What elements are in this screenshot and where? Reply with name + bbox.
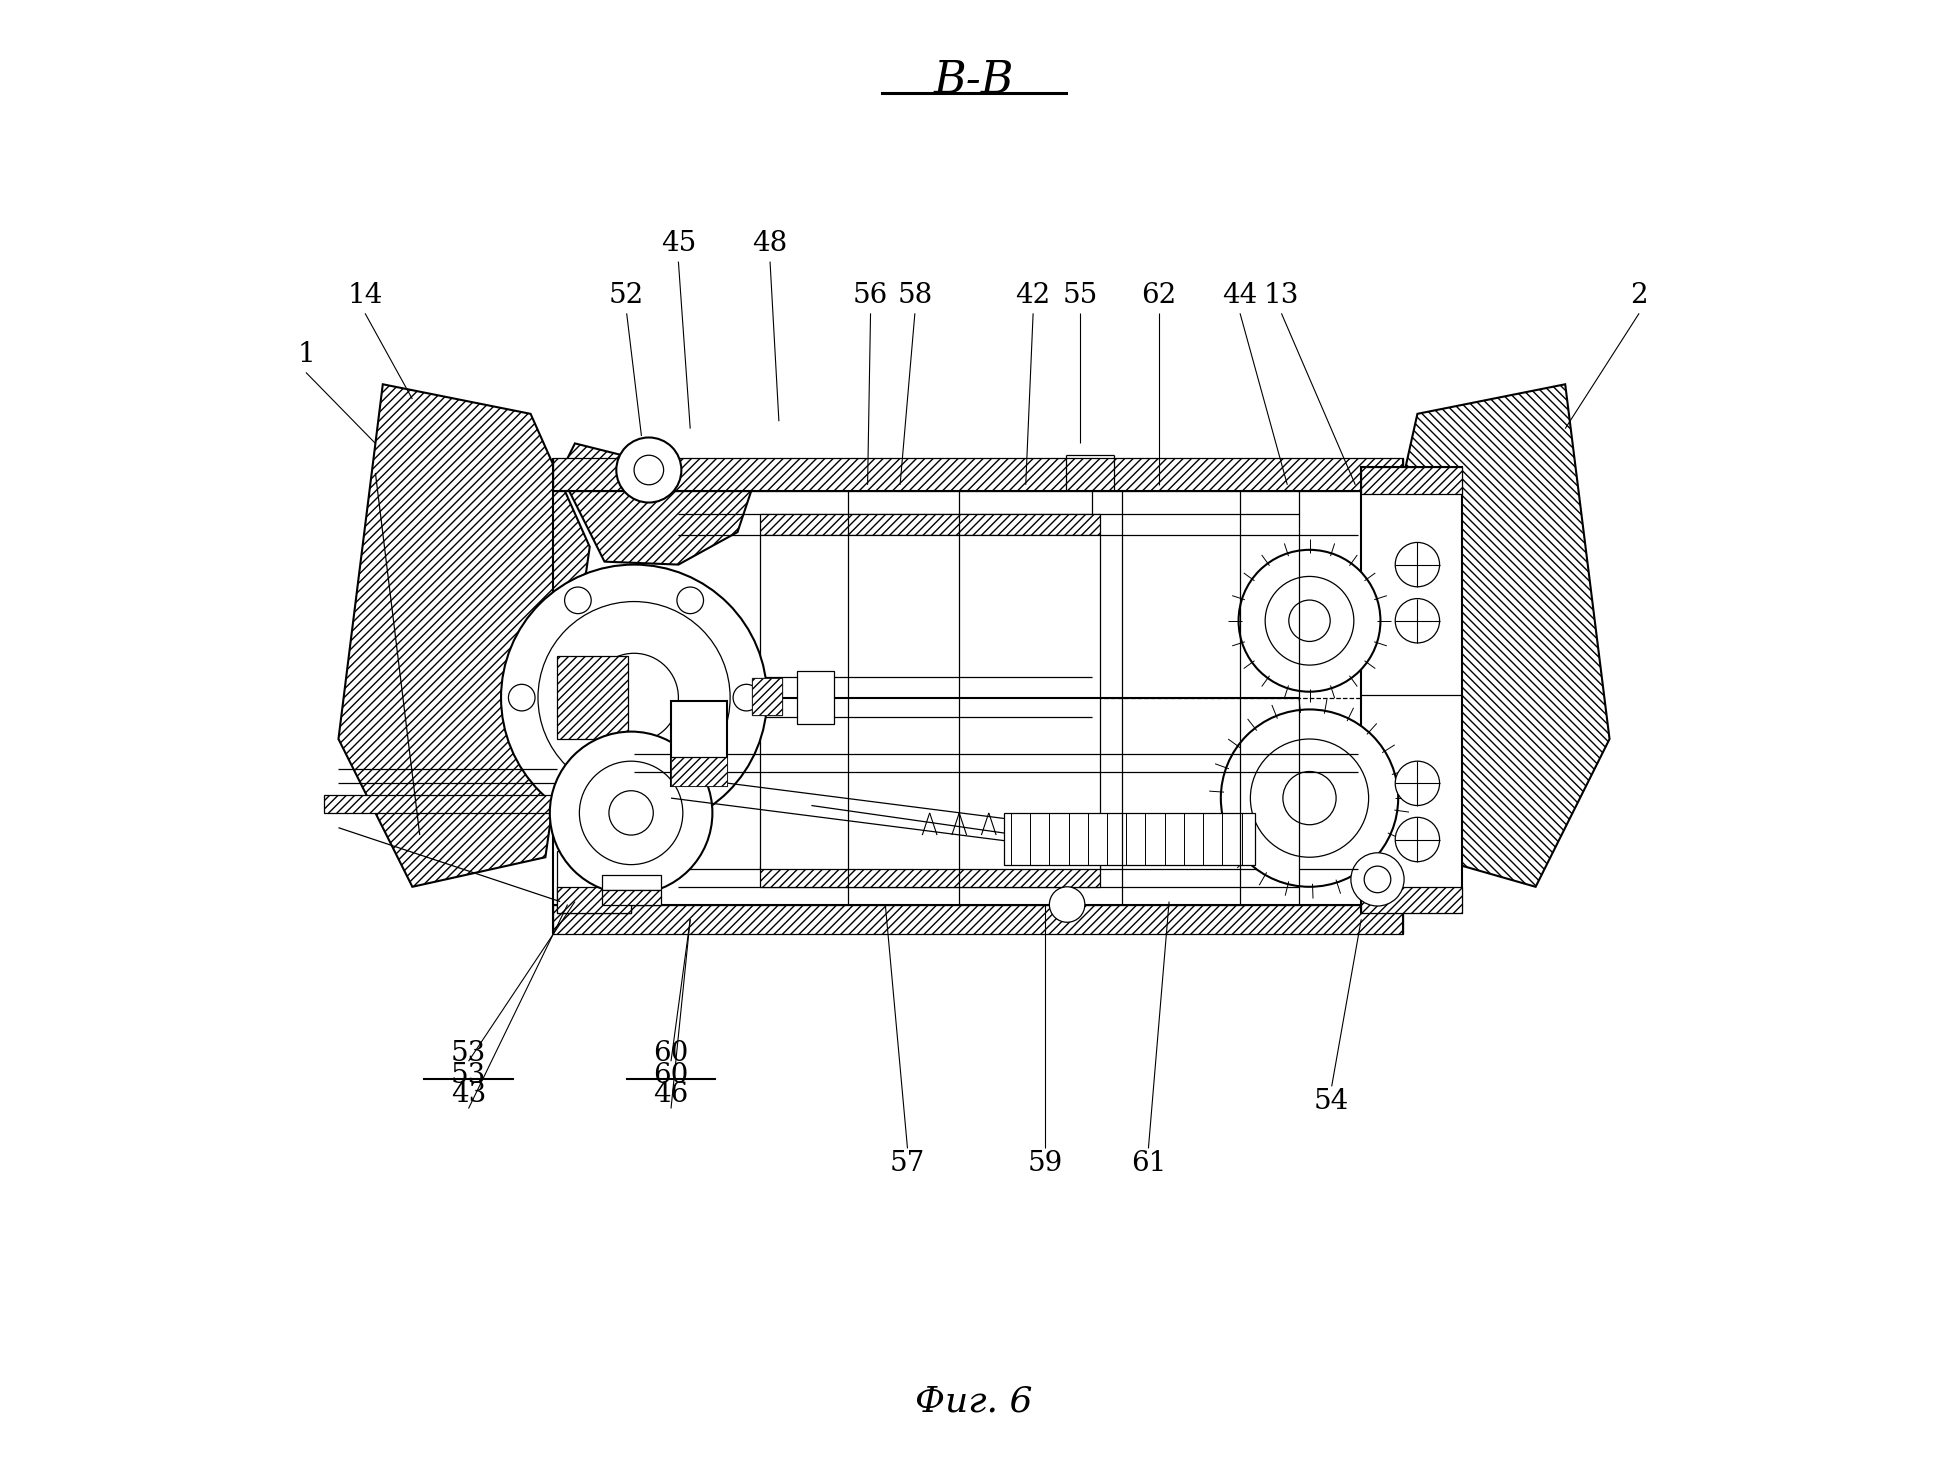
Circle shape	[1395, 817, 1440, 862]
Text: Фиг. 6: Фиг. 6	[916, 1385, 1032, 1419]
Circle shape	[579, 761, 684, 865]
Text: 48: 48	[752, 231, 787, 257]
Circle shape	[732, 684, 760, 711]
Bar	[323, 795, 561, 813]
Polygon shape	[1387, 384, 1609, 887]
Bar	[1362, 467, 1461, 494]
Text: 58: 58	[898, 282, 933, 309]
Circle shape	[1395, 542, 1440, 587]
Bar	[557, 656, 627, 739]
Circle shape	[676, 782, 703, 808]
Text: 43: 43	[450, 1082, 487, 1108]
Text: 42: 42	[1015, 282, 1050, 309]
Text: 62: 62	[1142, 282, 1177, 309]
Text: 55: 55	[1064, 282, 1099, 309]
Bar	[752, 678, 781, 715]
Text: 45: 45	[660, 231, 695, 257]
Circle shape	[676, 587, 703, 613]
Text: 60: 60	[653, 1041, 690, 1067]
Bar	[1362, 467, 1461, 913]
Bar	[557, 887, 631, 913]
Bar	[760, 514, 1099, 535]
Text: 59: 59	[1027, 1150, 1062, 1176]
Bar	[797, 671, 834, 724]
Bar	[1362, 887, 1461, 913]
Text: 44: 44	[1223, 282, 1258, 309]
Bar	[1003, 813, 1255, 865]
Polygon shape	[339, 384, 590, 887]
Text: 46: 46	[653, 1082, 690, 1108]
Text: В-В: В-В	[933, 59, 1015, 102]
Bar	[602, 890, 660, 905]
Text: 53: 53	[450, 1063, 487, 1089]
Circle shape	[538, 602, 730, 794]
Bar	[760, 866, 1099, 887]
Bar	[602, 875, 660, 890]
Circle shape	[1350, 853, 1405, 906]
Circle shape	[616, 437, 682, 503]
Bar	[760, 535, 1099, 869]
Text: 56: 56	[853, 282, 888, 309]
Circle shape	[501, 565, 768, 831]
Circle shape	[590, 653, 678, 742]
Bar	[553, 458, 1403, 491]
Text: 1: 1	[296, 341, 316, 368]
Circle shape	[1395, 761, 1440, 806]
Circle shape	[565, 782, 590, 808]
Bar	[670, 701, 727, 786]
Circle shape	[1050, 887, 1085, 922]
Text: 13: 13	[1264, 282, 1299, 309]
Circle shape	[549, 732, 713, 894]
Text: 60: 60	[653, 1063, 690, 1089]
Text: 57: 57	[890, 1150, 925, 1176]
Bar	[553, 905, 1403, 934]
Text: 61: 61	[1130, 1150, 1167, 1176]
Text: 14: 14	[347, 282, 382, 309]
Circle shape	[1251, 739, 1369, 857]
Circle shape	[1239, 550, 1381, 692]
Bar	[752, 678, 781, 715]
Circle shape	[565, 587, 590, 613]
Circle shape	[1395, 599, 1440, 643]
Text: 54: 54	[1315, 1088, 1350, 1114]
Bar	[670, 757, 727, 786]
Text: 53: 53	[450, 1041, 487, 1067]
Circle shape	[508, 684, 536, 711]
Polygon shape	[561, 443, 752, 565]
Bar	[557, 851, 631, 913]
Text: 2: 2	[1630, 282, 1648, 309]
Circle shape	[1221, 709, 1399, 887]
Text: 52: 52	[610, 282, 645, 309]
Circle shape	[1264, 576, 1354, 665]
